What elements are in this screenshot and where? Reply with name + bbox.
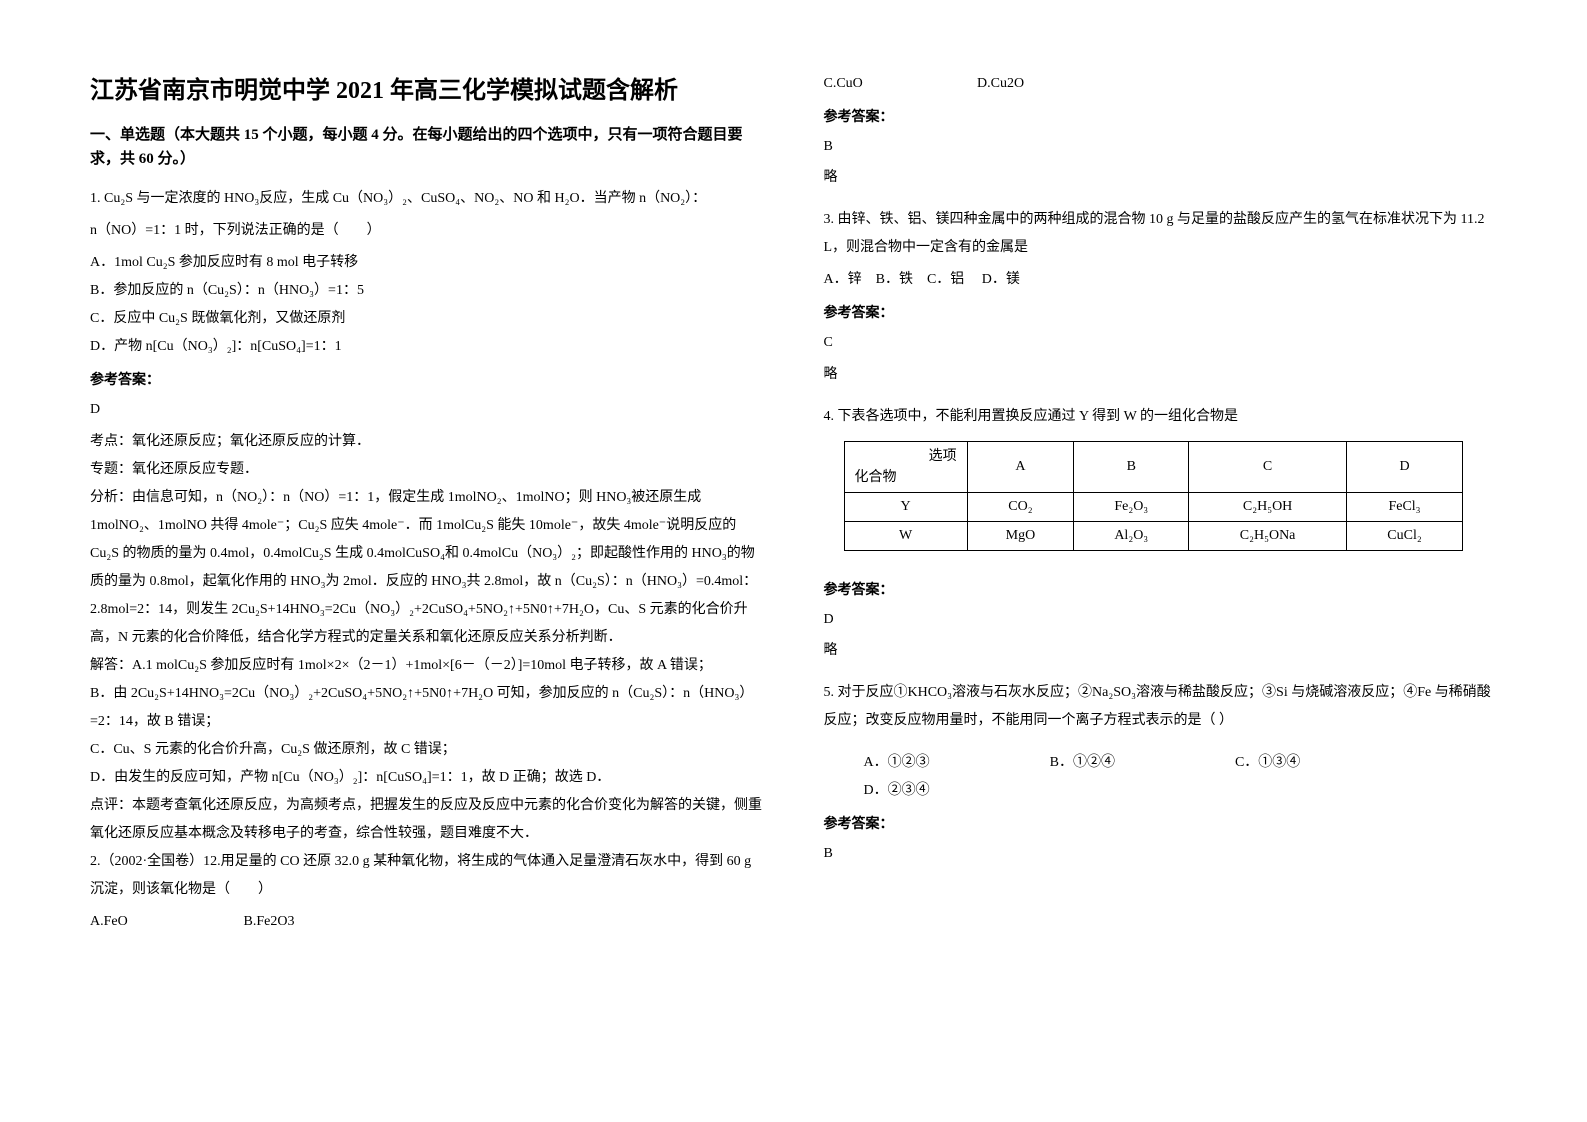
table-hA: A (967, 441, 1074, 492)
q5-optA: A．①②③ (864, 749, 930, 777)
table-hC: C (1189, 441, 1347, 492)
q3-stem: 3. 由锌、铁、铝、镁四种金属中的两种组成的混合物 10 g 与足量的盐酸反应产… (824, 206, 1498, 262)
q5-optB: B．①②④ (1050, 749, 1115, 777)
page-title: 江苏省南京市明觉中学 2021 年高三化学模拟试题含解析 (90, 70, 764, 105)
table-hD: D (1346, 441, 1462, 492)
q1-exp1: 考点：氧化还原反应；氧化还原反应的计算． (90, 428, 764, 456)
q4-stem: 4. 下表各选项中，不能利用置换反应通过 Y 得到 W 的一组化合物是 (824, 403, 1498, 431)
table-W: W (844, 521, 967, 550)
table-W3: C₂H₅ONa (1189, 521, 1347, 550)
q2-stem: 2.（2002·全国卷）12.用足量的 CO 还原 32.0 g 某种氧化物，将… (90, 848, 764, 904)
q1-exp5: B．由 2Cu₂S+14HNO₃=2Cu（NO₃）₂+2CuSO₄+5NO₂↑+… (90, 680, 764, 736)
q2-optsAB: A.FeO B.Fe2O3 (90, 908, 764, 936)
q4-answer-label: 参考答案： (824, 579, 1498, 599)
q2-note: 略 (824, 165, 1498, 190)
q2-answer: B (824, 134, 1498, 159)
q2-optsCD: C.CuO D.Cu2O (824, 70, 1498, 98)
q2-optD: D.Cu2O (977, 76, 1024, 91)
q5-stem: 5. 对于反应①KHCO₃溶液与石灰水反应；②Na₂SO₃溶液与稀盐酸反应；③S… (824, 679, 1498, 735)
table-h0: 选项 (855, 446, 957, 467)
table-sub: 化合物 (855, 467, 957, 488)
table-hB: B (1074, 441, 1189, 492)
table-Y1: CO₂ (967, 492, 1074, 521)
q4-answer: D (824, 607, 1498, 632)
q3-answer: C (824, 330, 1498, 355)
q1-optC: C．反应中 Cu₂S 既做氧化剂，又做还原剂 (90, 305, 764, 333)
q5-answer-label: 参考答案： (824, 813, 1498, 833)
table-W4: CuCl₂ (1346, 521, 1462, 550)
q4-note: 略 (824, 638, 1498, 663)
table-Y: Y (844, 492, 967, 521)
q1-exp8: 点评：本题考查氧化还原反应，为高频考点，把握发生的反应及反应中元素的化合价变化为… (90, 792, 764, 848)
q5-answer: B (824, 841, 1498, 866)
q1-optB: B．参加反应的 n（Cu₂S）：n（HNO₃）=1：5 (90, 277, 764, 305)
table-W2: Al₂O₃ (1074, 521, 1189, 550)
q2-optC: C.CuO (824, 70, 974, 98)
q1-optD: D．产物 n[Cu（NO₃）₂]：n[CuSO₄]=1：1 (90, 333, 764, 361)
q5-optD: D．②③④ (864, 777, 930, 805)
q2-optA: A.FeO (90, 908, 240, 936)
table-Y2: Fe₂O₃ (1074, 492, 1189, 521)
table-Y4: FeCl₃ (1346, 492, 1462, 521)
q1-exp6: C．Cu、S 元素的化合价升高，Cu₂S 做还原剂，故 C 错误； (90, 736, 764, 764)
q1-stem2: n（NO）=1：1 时，下列说法正确的是（ ） (90, 217, 764, 245)
q1-optA: A．1mol Cu₂S 参加反应时有 8 mol 电子转移 (90, 249, 764, 277)
q1-exp7: D．由发生的反应可知，产物 n[Cu（NO₃）₂]：n[CuSO₄]=1：1，故… (90, 764, 764, 792)
q3-answer-label: 参考答案： (824, 302, 1498, 322)
q5-optC: C．①③④ (1235, 749, 1300, 777)
q4-table: 选项 化合物 A B C D Y CO₂ Fe₂O₃ C₂H₅OH FeCl₃ … (844, 441, 1464, 551)
right-column: C.CuO D.Cu2O 参考答案： B 略 3. 由锌、铁、铝、镁四种金属中的… (824, 70, 1498, 1052)
table-W1: MgO (967, 521, 1074, 550)
q5-opts-row2: D．②③④ (824, 777, 1498, 805)
q1-answer-label: 参考答案： (90, 369, 764, 389)
table-Y3: C₂H₅OH (1189, 492, 1347, 521)
q1-exp2: 专题：氧化还原反应专题． (90, 456, 764, 484)
q1-exp4: 解答：A.1 molCu₂S 参加反应时有 1mol×2×（2－1）+1mol×… (90, 652, 764, 680)
q3-opts: A．锌 B．铁 C．铝 D．镁 (824, 266, 1498, 294)
q5-opts-row1: A．①②③ B．①②④ C．①③④ (824, 749, 1498, 777)
table-header-cell: 选项 化合物 (844, 441, 967, 492)
q2-answer-label: 参考答案： (824, 106, 1498, 126)
q1-exp3: 分析：由信息可知，n（NO₂）：n（NO）=1：1，假定生成 1molNO₂、1… (90, 484, 764, 652)
left-column: 江苏省南京市明觉中学 2021 年高三化学模拟试题含解析 一、单选题（本大题共 … (90, 70, 764, 1052)
section-heading: 一、单选题（本大题共 15 个小题，每小题 4 分。在每小题给出的四个选项中，只… (90, 123, 764, 171)
q2-optB: B.Fe2O3 (244, 914, 295, 929)
q3-note: 略 (824, 362, 1498, 387)
q1-stem1: 1. Cu₂S 与一定浓度的 HNO₃反应，生成 Cu（NO₃）₂、CuSO₄、… (90, 185, 764, 213)
q1-answer: D (90, 397, 764, 422)
